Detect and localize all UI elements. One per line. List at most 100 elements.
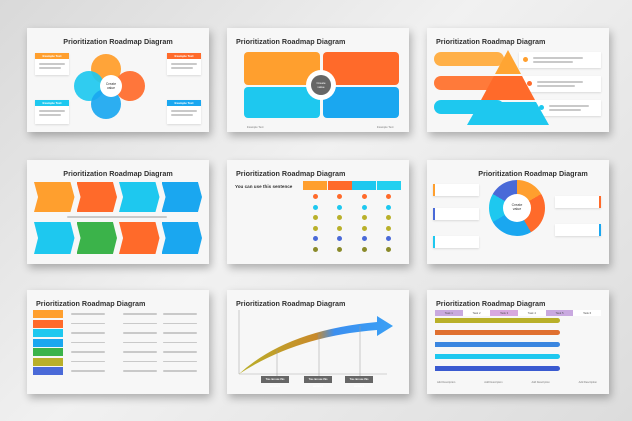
gantt-bar [435, 366, 560, 371]
matrix-dot [337, 236, 342, 241]
legend-item: Add Description [531, 381, 550, 384]
pyramid [467, 50, 549, 125]
matrix-dot [361, 204, 367, 210]
milestone-label: You can use this sentence [261, 376, 289, 388]
matrix-dot [337, 225, 342, 231]
chevron-row-top [34, 182, 202, 212]
pyramid-card [523, 76, 601, 92]
card-tag: Example Text [167, 100, 201, 106]
matrix-dot [312, 225, 318, 231]
axis-label: Example Text [377, 126, 394, 129]
legend-item: Add Description [437, 381, 456, 384]
sentence-heading: You can use this sentence [235, 184, 293, 189]
growth-arrow [238, 310, 393, 376]
wheel-card [433, 184, 479, 196]
slide-title: Prioritization Roadmap Diagram [63, 169, 173, 178]
milestone-label: You can use this sentence [345, 376, 373, 388]
task-label: Task 5 [545, 310, 574, 316]
task-header: Task 1 Task 2 Task 3 Task 4 Task 5 Task 6 [435, 310, 602, 316]
wheel-card [555, 224, 601, 236]
matrix-dot [386, 215, 391, 220]
priority-matrix [303, 181, 401, 254]
slide-4-chevrons[interactable]: Prioritization Roadmap Diagram [27, 160, 209, 264]
matrix-header [376, 181, 401, 190]
card-tag: Example Text [167, 53, 201, 59]
slide-2-quadrant[interactable]: Prioritization Roadmap Diagram Create va… [227, 28, 409, 132]
matrix-dot [361, 194, 367, 199]
pyramid-card [535, 100, 601, 116]
gantt-bar [435, 342, 560, 347]
wheel-card [433, 208, 479, 220]
matrix-header [352, 181, 376, 190]
matrix-dot [337, 246, 342, 252]
gantt-bar [435, 318, 560, 323]
matrix-dot [312, 215, 318, 220]
gantt-bar [435, 330, 560, 335]
task-label: Task 3 [490, 310, 519, 316]
table-row [33, 329, 63, 337]
slide-title: Prioritization Roadmap Diagram [236, 37, 346, 46]
slide-1-venn[interactable]: Prioritization Roadmap Diagram Create va… [27, 28, 209, 132]
card-tag: Example Text [35, 53, 69, 59]
task-label: Task 1 [435, 310, 463, 316]
wheel-card [555, 196, 601, 208]
legend: Add Description Add Description Add Desc… [437, 381, 597, 384]
pyramid-label-2 [434, 76, 504, 90]
matrix-dot [312, 236, 318, 241]
caption-line [67, 216, 167, 218]
slide-8-arrow[interactable]: Prioritization Roadmap Diagram You can u… [227, 290, 409, 394]
slide-6-wheel[interactable]: Prioritization Roadmap Diagram Create va… [427, 160, 609, 264]
slide-title: Prioritization Roadmap Diagram [63, 37, 173, 46]
pyramid-card [519, 52, 601, 68]
slide-title: Prioritization Roadmap Diagram [478, 169, 588, 178]
matrix-dot [386, 194, 391, 199]
task-label: Task 2 [462, 310, 491, 316]
matrix-dot [312, 194, 318, 199]
matrix-dot [361, 236, 367, 241]
table-row [33, 367, 63, 375]
legend-item: Add Description [578, 381, 597, 384]
gantt-bar [435, 354, 560, 359]
slide-3-pyramid[interactable]: Prioritization Roadmap Diagram [427, 28, 609, 132]
matrix-header [327, 181, 352, 190]
table-row [33, 319, 63, 328]
task-label: Task 4 [518, 310, 546, 316]
milestone-label: You can use this sentence [304, 376, 332, 388]
slide-title: Prioritization Roadmap Diagram [436, 299, 546, 308]
matrix-dot [312, 246, 318, 252]
text-card: Example Text [35, 53, 69, 75]
text-card: Example Text [167, 53, 201, 75]
matrix-dot [386, 225, 391, 231]
matrix-header [303, 181, 327, 190]
axis-label: Example Text [247, 126, 264, 129]
center-label: Create value [503, 194, 531, 222]
chevron-row-bottom [34, 222, 202, 254]
matrix-dot [386, 236, 391, 241]
matrix-dot [337, 194, 342, 199]
legend-item: Add Description [484, 381, 503, 384]
priority-table [33, 310, 203, 380]
matrix-dot [361, 225, 367, 231]
card-tag: Example Text [35, 100, 69, 106]
slide-title: Prioritization Roadmap Diagram [436, 37, 546, 46]
center-label: Create value [311, 75, 331, 95]
slide-title: Prioritization Roadmap Diagram [236, 169, 346, 178]
gantt-bars [435, 318, 601, 378]
text-card: Example Text [167, 100, 201, 124]
matrix-dot [386, 246, 391, 252]
slide-7-table[interactable]: Prioritization Roadmap Diagram [27, 290, 209, 394]
matrix-dot [361, 246, 367, 252]
matrix-dot [337, 204, 342, 210]
slide-title: Prioritization Roadmap Diagram [36, 299, 146, 308]
matrix-dot [312, 204, 318, 210]
matrix-dot [361, 215, 367, 220]
task-label: Task 6 [573, 310, 602, 316]
pyramid-label-1 [434, 52, 504, 66]
table-row [33, 338, 63, 347]
text-card: Example Text [35, 100, 69, 124]
matrix-dot [386, 204, 391, 210]
slide-9-gantt[interactable]: Prioritization Roadmap Diagram Task 1 Tas… [427, 290, 609, 394]
table-row [33, 310, 63, 318]
slide-5-matrix[interactable]: Prioritization Roadmap Diagram You can u… [227, 160, 409, 264]
slide-title: Prioritization Roadmap Diagram [236, 299, 346, 308]
